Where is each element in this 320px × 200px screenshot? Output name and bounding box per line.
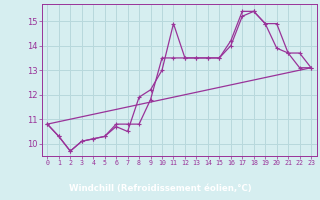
Text: Windchill (Refroidissement éolien,°C): Windchill (Refroidissement éolien,°C) [69, 184, 251, 193]
